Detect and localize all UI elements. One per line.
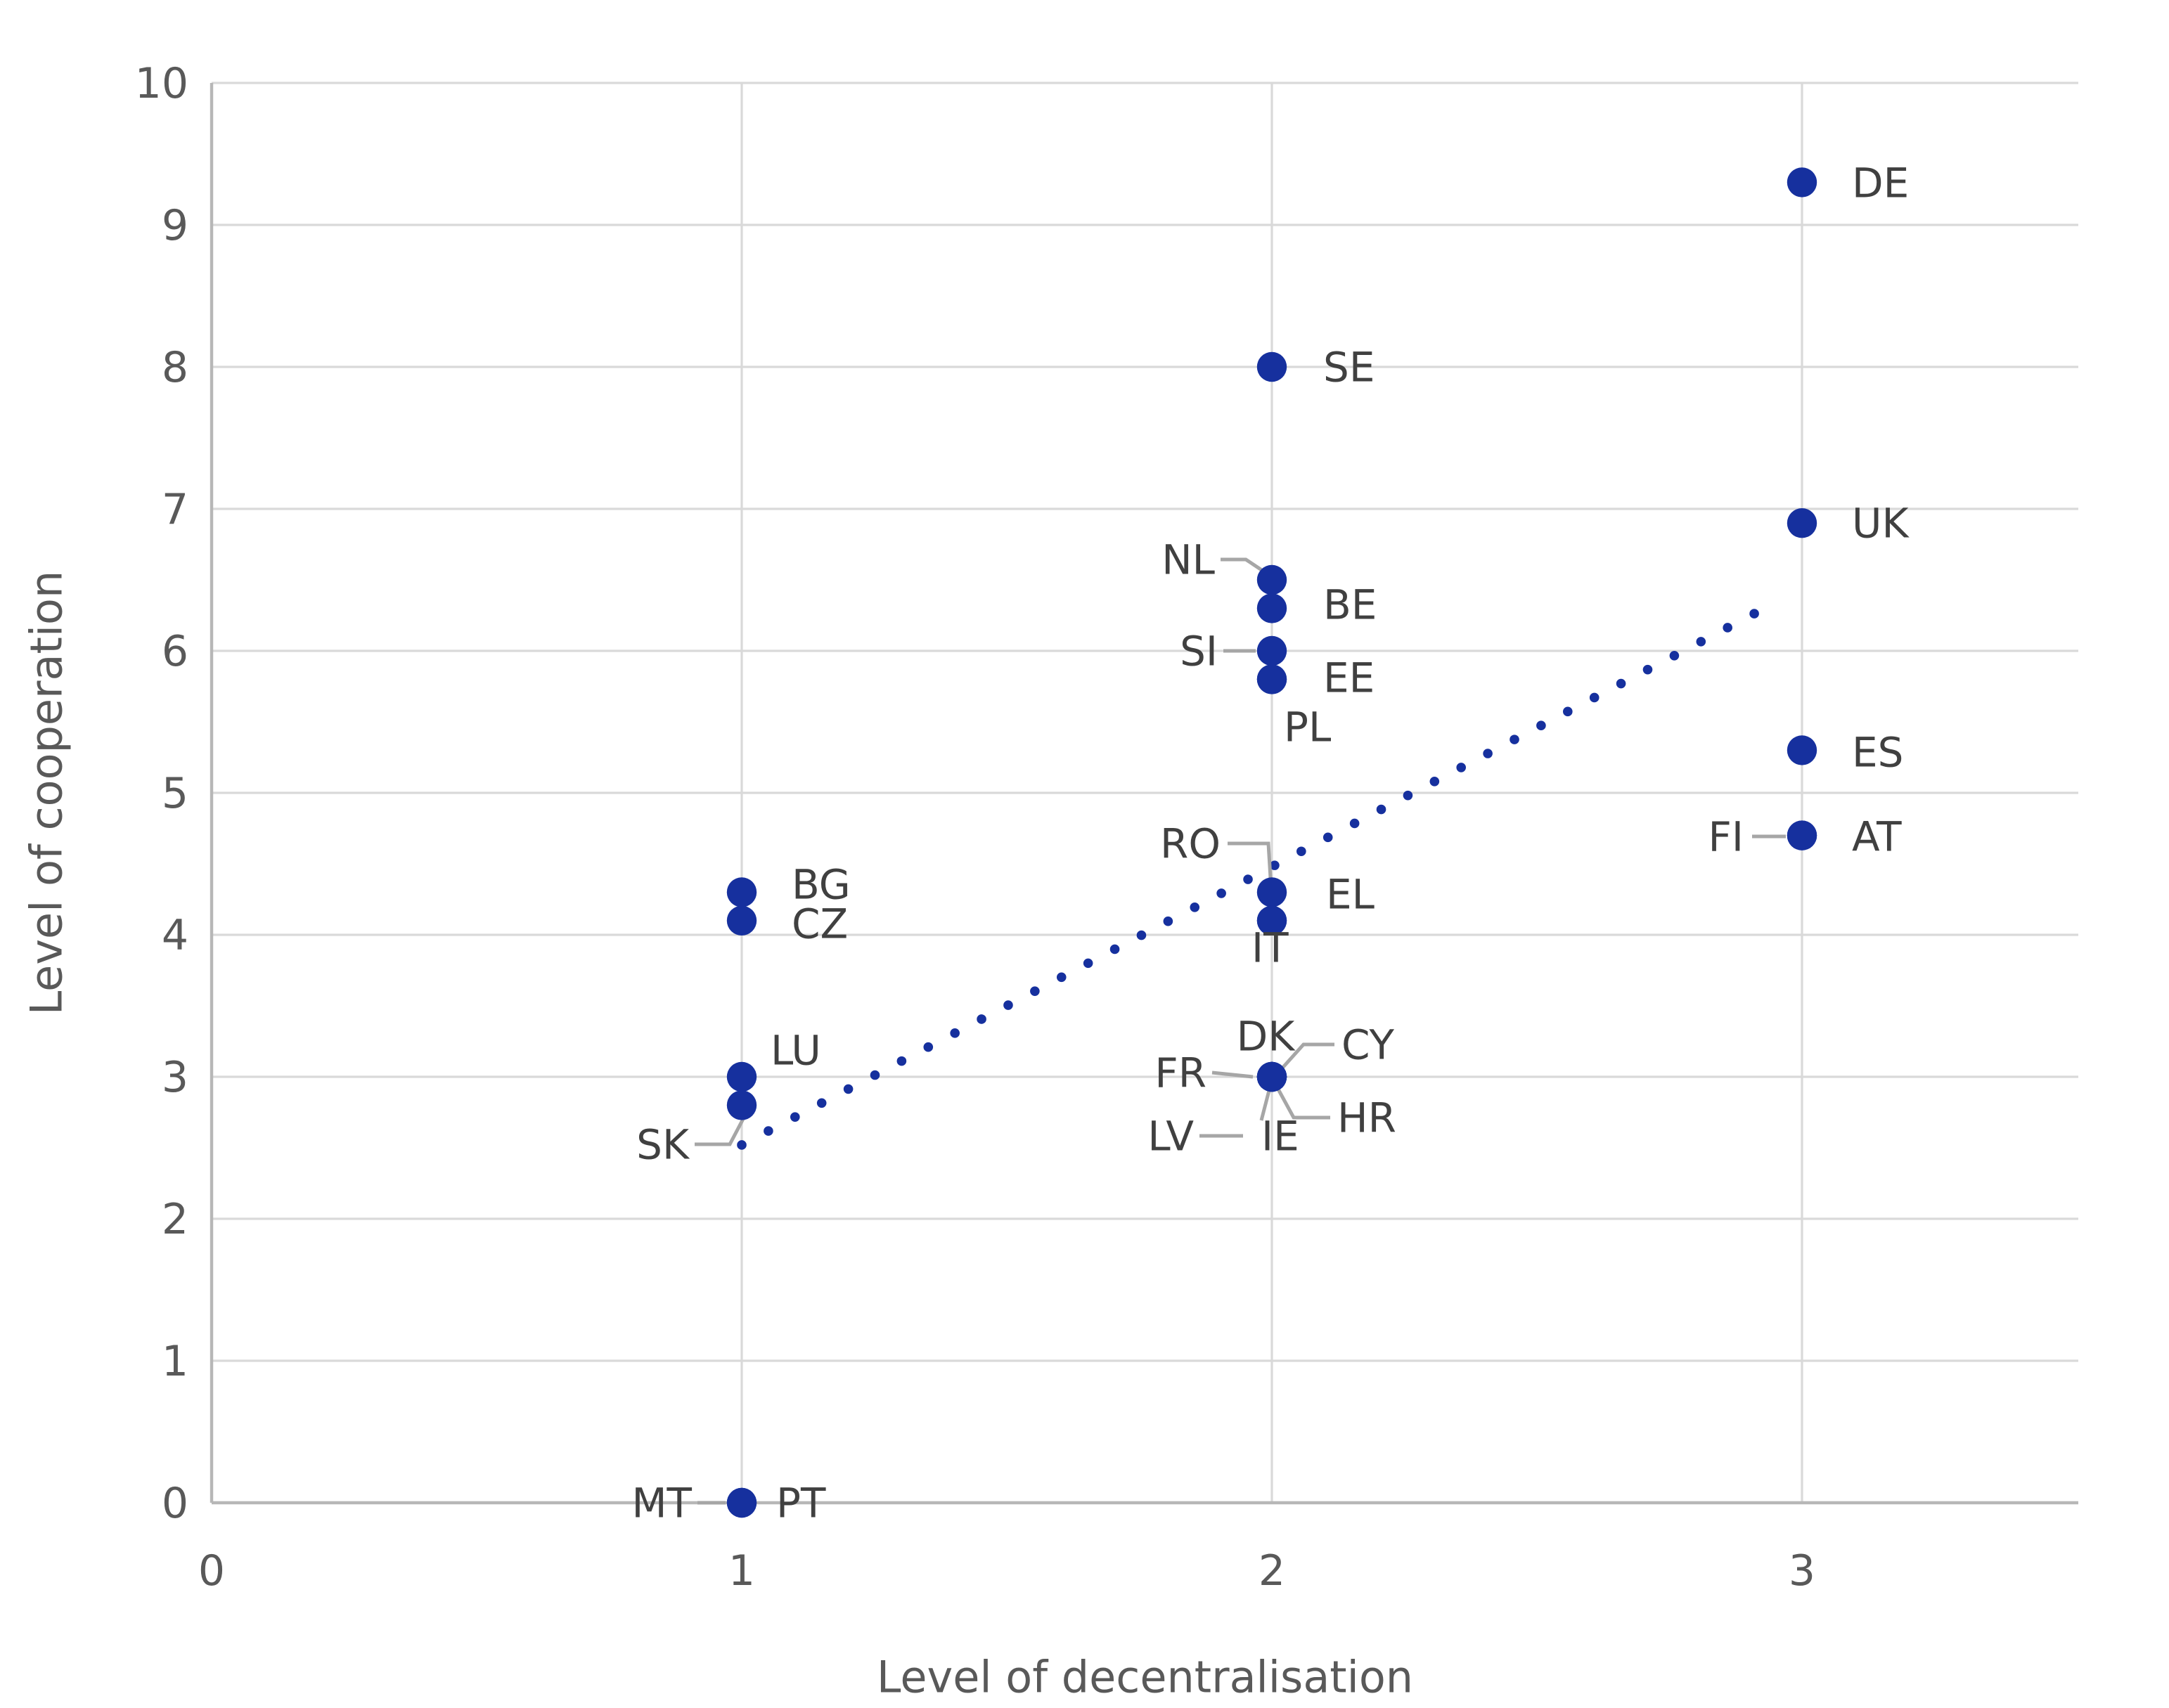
y-tick-label-4: 4 [162, 911, 188, 960]
country-label-RO: RO [1160, 820, 1221, 867]
y-tick-label-5: 5 [162, 769, 188, 818]
country-label-LU: LU [771, 1026, 821, 1074]
country-label-SE: SE [1323, 343, 1375, 391]
y-tick-label-7: 7 [162, 485, 188, 534]
country-label-MT: MT [632, 1479, 693, 1527]
data-point-PL [1256, 664, 1287, 694]
y-tick-label-3: 3 [162, 1053, 188, 1102]
data-point-NL [1256, 564, 1287, 595]
country-label-DE: DE [1852, 159, 1909, 207]
y-tick-label-10: 10 [135, 59, 188, 108]
data-point-BG [726, 877, 757, 907]
country-label-UK: UK [1852, 499, 1910, 547]
data-point-SE [1256, 351, 1287, 382]
country-label-EL: EL [1326, 870, 1375, 918]
y-tick-label-2: 2 [162, 1195, 188, 1244]
country-label-CY: CY [1341, 1021, 1394, 1068]
x-tick-label-2: 2 [1259, 1546, 1285, 1596]
country-label-HR: HR [1337, 1094, 1396, 1141]
leader-line-NL [1221, 557, 1264, 573]
x-axis-title: Level of decentralisation [877, 1652, 1413, 1703]
country-label-IE: IE [1261, 1112, 1299, 1160]
y-tick-label-8: 8 [162, 343, 188, 392]
country-label-BG: BG [792, 860, 851, 908]
country-label-NL: NL [1161, 536, 1215, 583]
y-tick-label-6: 6 [162, 627, 188, 676]
country-label-EE: EE [1323, 654, 1375, 701]
country-label-DK: DK [1237, 1012, 1296, 1060]
y-axis-title: Level of cooperation [21, 571, 72, 1016]
data-point-IT [1256, 905, 1287, 936]
data-point-UK [1787, 508, 1817, 538]
country-label-AT: AT [1852, 813, 1902, 860]
country-label-ES: ES [1852, 728, 1903, 776]
leader-line-SK [695, 1116, 746, 1146]
data-point-FI [1787, 820, 1817, 850]
leader-line-CY [1277, 1042, 1334, 1074]
data-point-SK [726, 1090, 757, 1120]
data-point-LU [726, 1061, 757, 1092]
country-label-PT: PT [776, 1479, 826, 1527]
leader-line-FR [1211, 1070, 1254, 1079]
y-tick-label-9: 9 [162, 201, 188, 250]
y-tick-label-1: 1 [162, 1337, 188, 1386]
country-label-FI: FI [1708, 813, 1744, 860]
data-point-DE [1787, 167, 1817, 198]
data-point-BE [1256, 593, 1287, 623]
data-point-ES [1787, 735, 1817, 765]
x-tick-label-3: 3 [1789, 1546, 1815, 1596]
country-label-PL: PL [1284, 703, 1331, 751]
country-label-CZ: CZ [792, 900, 848, 947]
x-tick-label-1: 1 [728, 1546, 755, 1596]
country-label-SI: SI [1180, 627, 1218, 675]
data-point-SI [1256, 635, 1287, 666]
x-tick-label-0: 0 [198, 1546, 225, 1596]
country-label-SK: SK [636, 1120, 690, 1168]
leader-line-HR [1275, 1085, 1330, 1120]
country-label-BE: BE [1323, 581, 1377, 628]
country-label-FR: FR [1154, 1049, 1206, 1096]
data-point-CZ [726, 905, 757, 936]
data-point-EL [1256, 877, 1287, 907]
data-point-PT [726, 1487, 757, 1518]
country-label-LV: LV [1147, 1112, 1194, 1160]
country-label-IT: IT [1251, 924, 1289, 971]
data-point-IE [1256, 1061, 1287, 1092]
y-tick-label-0: 0 [162, 1479, 188, 1528]
